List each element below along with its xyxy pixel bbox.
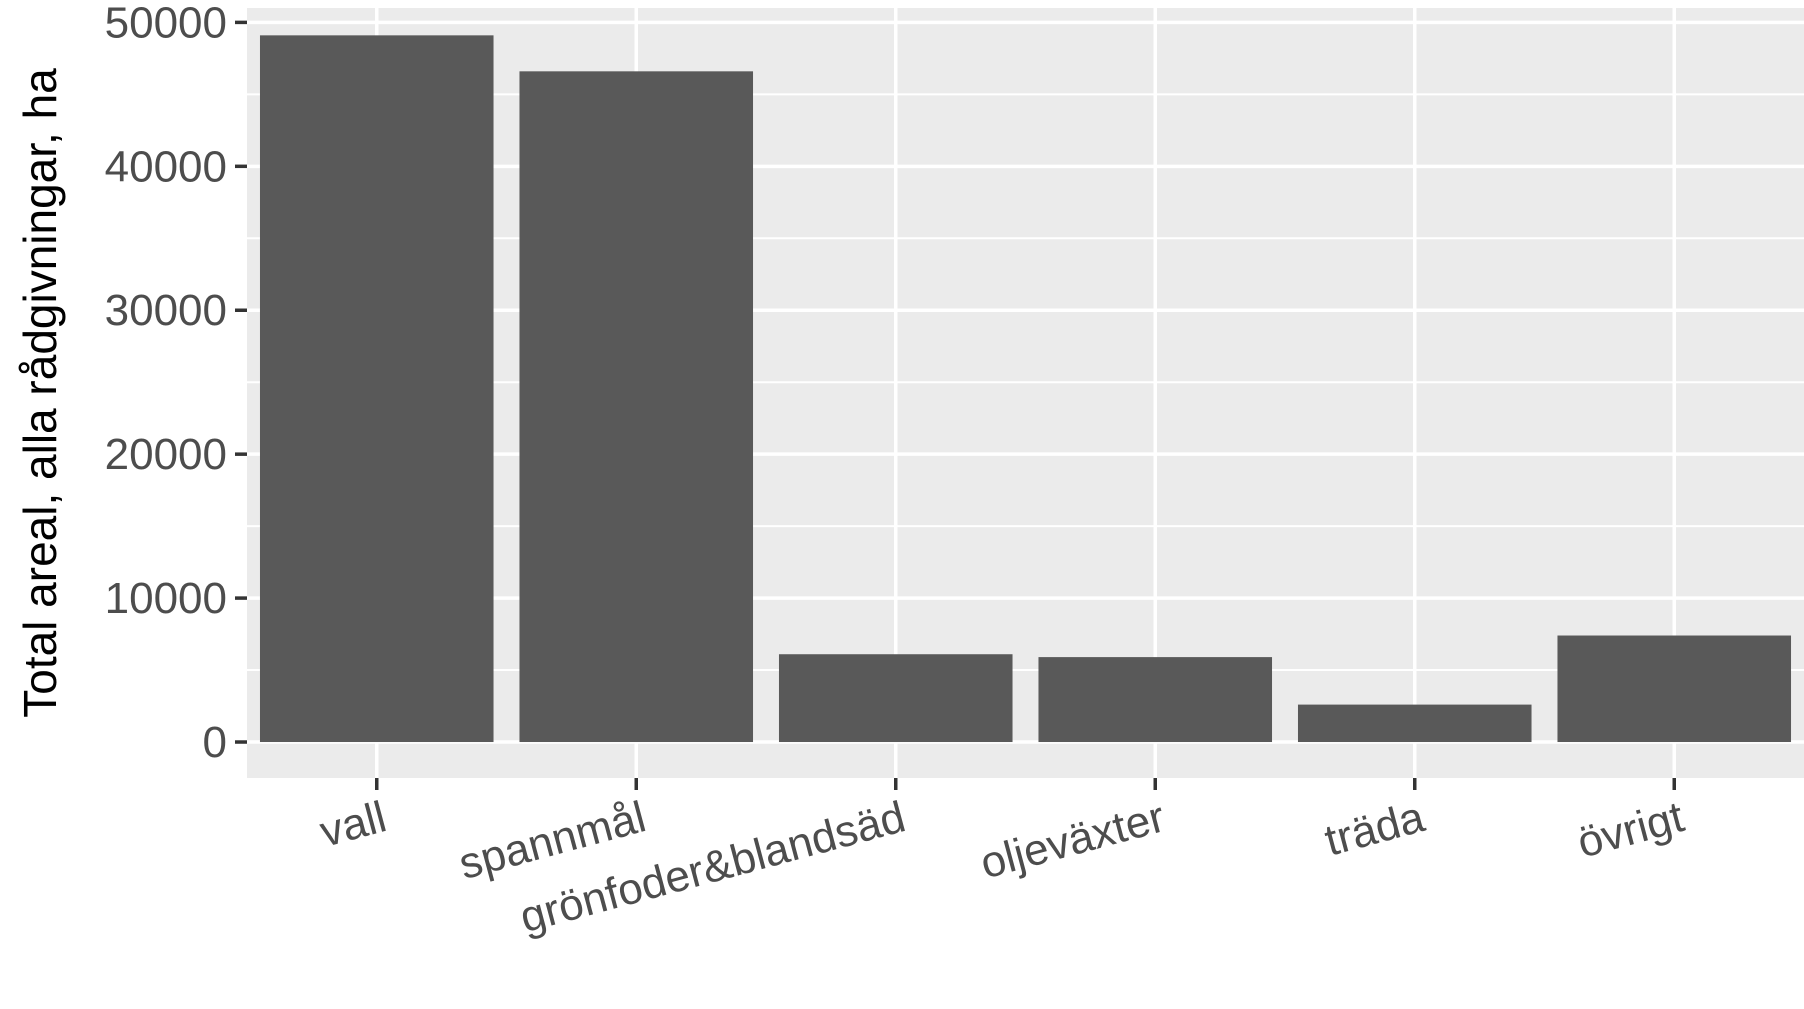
bars (259, 35, 1792, 743)
y-axis: 0 10000 20000 30000 40000 50000 (105, 0, 247, 767)
x-tick-label: träda (1320, 792, 1430, 865)
x-tick-label: oljeväxter (975, 792, 1170, 888)
y-tick-label: 50000 (105, 0, 227, 47)
x-tick-label: vall (315, 792, 391, 856)
y-axis-title: Total areal, alla rådgivningar, ha (14, 68, 66, 718)
bar-3 (1038, 657, 1273, 743)
y-tick-label: 20000 (105, 430, 227, 479)
bar-2 (778, 654, 1013, 743)
bar-4 (1297, 704, 1532, 743)
y-tick-label: 0 (203, 718, 227, 767)
bar-0 (259, 35, 494, 743)
y-tick-label: 40000 (105, 142, 227, 191)
x-tick-label: övrigt (1572, 792, 1689, 867)
plot-panel (247, 8, 1804, 778)
minor-gridlines (247, 93, 1804, 672)
y-tick-label: 10000 (105, 574, 227, 623)
y-tick-label: 30000 (105, 286, 227, 335)
bar-5 (1557, 635, 1792, 743)
bar-1 (519, 71, 754, 743)
major-gridlines (247, 8, 1804, 778)
